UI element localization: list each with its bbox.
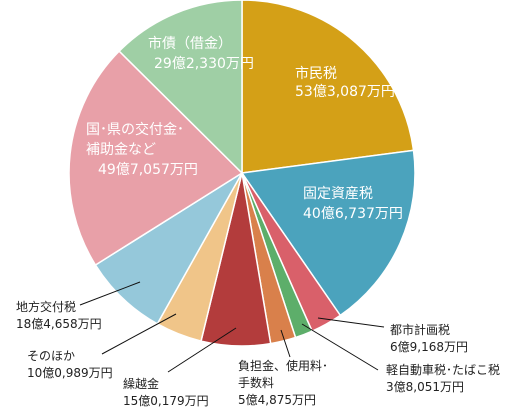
pie-slice-8 bbox=[68, 50, 244, 267]
slice-label-1-line-0: 固定資産税 bbox=[303, 186, 373, 202]
slice-label-0-line-1: 53億3,087万円 bbox=[295, 84, 395, 100]
pie-slice-0 bbox=[241, 0, 415, 174]
slice-label-3-line-1: 3億8,051万円 bbox=[386, 380, 464, 394]
slice-label-5-line-1: 15億0,179万円 bbox=[123, 394, 209, 408]
slice-label-5: 繰越金 15億0,179万円 bbox=[123, 376, 209, 408]
slice-label-8-line-1: 補助金など bbox=[86, 142, 156, 158]
leader-line-7 bbox=[79, 281, 141, 306]
slice-label-6: そのほか 10億0,989万円 bbox=[27, 349, 113, 380]
slice-label-3: 軽自動車税･たばこ税 3億8,051万円 bbox=[386, 363, 500, 394]
slice-label-7: 地方交付税 18億4,658万円 bbox=[16, 299, 102, 331]
slice-label-4-line-0: 負担金、使用料･ bbox=[238, 358, 328, 373]
slice-label-8-line-2: 49億7,057万円 bbox=[98, 162, 198, 178]
pie-slice-1 bbox=[240, 149, 416, 317]
slice-label-5-line-0: 繰越金 bbox=[123, 376, 159, 391]
slice-label-4: 負担金、使用料･ 手数料 5億4,875万円 bbox=[238, 358, 328, 407]
slice-label-9-line-0: 市債（借金） bbox=[148, 35, 232, 52]
slice-label-9: 市債（借金） 29億2,330万円 bbox=[148, 35, 254, 72]
slice-label-4-line-1: 手数料 bbox=[238, 375, 274, 390]
slice-label-0: 市民税 53億3,087万円 bbox=[295, 65, 395, 100]
slice-label-1: 固定資産税 40億6,737万円 bbox=[303, 186, 403, 222]
slice-label-3-line-0: 軽自動車税･たばこ税 bbox=[386, 363, 500, 377]
slice-label-8: 国･県の交付金･ 補助金など 49億7,057万円 bbox=[86, 121, 198, 178]
pie-slice-9 bbox=[118, 0, 243, 175]
slice-label-4-line-2: 5億4,875万円 bbox=[238, 393, 316, 407]
slice-label-2: 都市計画税 6億9,168万円 bbox=[390, 322, 468, 354]
slice-label-1-line-1: 40億6,737万円 bbox=[303, 206, 403, 222]
leader-line-3 bbox=[301, 323, 379, 371]
leader-line-2 bbox=[317, 317, 385, 328]
leader-line-6 bbox=[101, 313, 177, 355]
slice-label-9-line-1: 29億2,330万円 bbox=[154, 56, 254, 72]
slice-label-0-line-0: 市民税 bbox=[295, 65, 337, 82]
slice-label-2-line-1: 6億9,168万円 bbox=[390, 340, 468, 354]
slice-label-2-line-0: 都市計画税 bbox=[390, 322, 450, 337]
slice-label-6-line-0: そのほか bbox=[27, 349, 75, 363]
slice-label-7-line-0: 地方交付税 bbox=[16, 299, 76, 314]
slice-label-7-line-1: 18億4,658万円 bbox=[16, 317, 102, 331]
slice-label-8-line-0: 国･県の交付金･ bbox=[86, 121, 184, 138]
leader-line-5 bbox=[167, 327, 237, 373]
slice-label-6-line-1: 10億0,989万円 bbox=[27, 366, 113, 380]
leader-line-4 bbox=[280, 329, 291, 358]
